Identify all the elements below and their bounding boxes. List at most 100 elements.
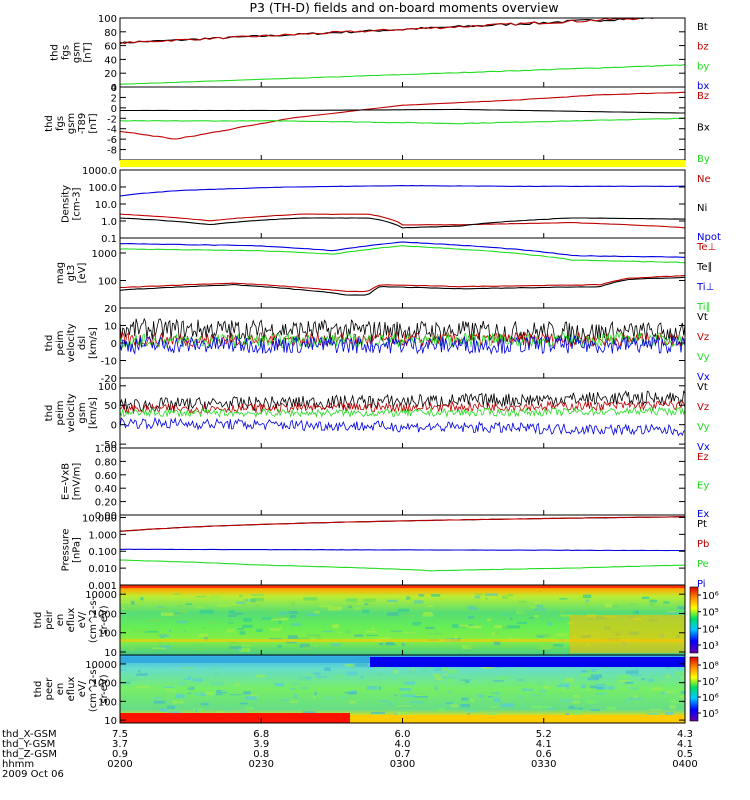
spectrogram-cell	[435, 630, 438, 633]
footer-value: 5.2	[536, 729, 552, 740]
spectrogram-cell	[159, 708, 168, 712]
spectrogram-cell	[228, 610, 235, 614]
y-label-line: Pressure	[61, 529, 72, 572]
spectrogram-cell	[587, 677, 599, 681]
spectrogram-cell	[485, 597, 488, 600]
y-label-line: thd	[44, 405, 55, 422]
spectrogram-cell	[152, 647, 167, 649]
spectrogram-cell	[651, 687, 665, 690]
spectrogram-cell	[131, 601, 135, 605]
spectrogram-cell	[649, 599, 657, 603]
spectrogram-cell	[302, 646, 312, 650]
spectrogram-band	[570, 615, 685, 653]
series-line-Te∥	[120, 276, 685, 296]
spectrogram-cell	[430, 645, 444, 647]
spectrogram-cell	[635, 668, 638, 670]
y-label-line: thd	[50, 44, 61, 61]
spectrogram-cell	[487, 695, 495, 698]
y-tick-label: -10	[101, 357, 117, 368]
spectrogram-cell	[407, 597, 411, 600]
spectrogram-cell	[633, 695, 638, 699]
spectrogram-cell	[397, 679, 402, 681]
y-tick-label: 1.00	[95, 444, 117, 455]
spectrogram-cell	[221, 689, 232, 693]
footer-value: 7.5	[112, 729, 128, 740]
y-label-line: peer	[44, 677, 55, 701]
y-tick-label: 100	[98, 697, 117, 708]
y-tick-label: 20	[104, 69, 117, 80]
spectrogram-cell	[537, 645, 551, 649]
y-tick-label: 0.001	[88, 581, 117, 592]
spectrogram-cell	[371, 627, 375, 630]
spectrogram-cell	[434, 686, 438, 691]
spectrogram-cell	[350, 665, 355, 670]
spectrogram-cell	[555, 633, 568, 637]
spectrogram-cell	[159, 596, 167, 598]
spectrogram-cell	[183, 630, 186, 633]
spectrogram-cell	[314, 616, 327, 619]
spectrogram-cell	[157, 606, 165, 608]
spectrogram-cell	[401, 643, 405, 647]
y-label-line: gsm	[66, 113, 77, 134]
spectrogram-cell	[553, 644, 564, 647]
spectrogram-cell	[543, 686, 550, 690]
spectrogram-cell	[442, 673, 448, 676]
spectrogram-cell	[670, 701, 680, 704]
footer-value: 4.1	[677, 739, 693, 750]
spectrogram-cell	[140, 597, 144, 601]
y-axis-label: thd fgs gsm [nT]	[50, 42, 94, 63]
spectrogram-cell	[268, 638, 282, 640]
spectrogram-cell	[560, 683, 563, 687]
spectrogram-cell	[136, 673, 148, 676]
footer-row-label: thd_X-GSM	[2, 729, 57, 740]
spectrogram-cell	[629, 697, 642, 700]
spectrogram	[120, 655, 685, 723]
spectrogram-cell	[286, 641, 297, 644]
legend-label: Te⊥	[696, 242, 716, 253]
y-label-line: en	[55, 683, 66, 696]
spectrogram-cell	[536, 604, 543, 608]
spectrogram-band	[120, 639, 685, 642]
spectrogram-cell	[506, 625, 521, 629]
spectrogram-cell	[268, 611, 278, 615]
spectrogram-cell	[399, 688, 411, 691]
spectrogram-cell	[397, 608, 410, 612]
legend-label: Vt	[697, 382, 708, 393]
spectrogram-cell	[281, 612, 293, 614]
spectrogram-cell	[428, 633, 443, 635]
spectrogram-cell	[468, 625, 482, 629]
spectrogram-cell	[611, 605, 619, 608]
series-line-Vt	[120, 390, 685, 412]
spectrogram-cell	[251, 597, 265, 602]
spectrogram-cell	[330, 643, 341, 647]
spectrogram-cell	[340, 696, 349, 699]
spectrogram-cell	[365, 630, 377, 633]
footer-group: thd_X-GSM 7.5 6.8 6.0 5.2 4.3 thd_Y-GSM 3.7 3.9 4…	[2, 729, 698, 780]
spectrogram-cell	[540, 699, 547, 701]
spectrogram-cell	[279, 611, 287, 616]
spectrogram-cell	[531, 705, 542, 709]
spectrogram-cell	[354, 607, 361, 610]
spectrogram-cell	[442, 676, 456, 679]
spectrogram-cell	[226, 628, 235, 633]
spectrogram-cell	[547, 621, 552, 626]
spectrogram-cell	[251, 594, 264, 596]
spectrogram-cell	[559, 614, 573, 617]
spectrogram-cell	[215, 693, 224, 696]
spectrogram-band	[370, 657, 685, 667]
spectrogram-cell	[485, 693, 496, 696]
legend-label: Ex	[697, 509, 709, 520]
spectrogram-cell	[491, 695, 499, 698]
y-tick-label: 20	[104, 304, 117, 315]
spectrogram-cell	[543, 694, 546, 697]
y-label-line: eV/	[77, 611, 88, 628]
spectrogram-cell	[167, 705, 175, 709]
spectrogram-cell	[590, 709, 600, 711]
spectrogram-cell	[419, 621, 422, 624]
spectrogram-cell	[378, 642, 384, 646]
series-line-Vx	[120, 335, 685, 356]
panel-4: Te⊥ Te∥ Ti⊥ Ti∥ 100 1000 mag gt3 [eV]	[55, 237, 716, 313]
spectrogram-cell	[669, 704, 676, 709]
y-tick-label: 1000	[92, 249, 117, 260]
